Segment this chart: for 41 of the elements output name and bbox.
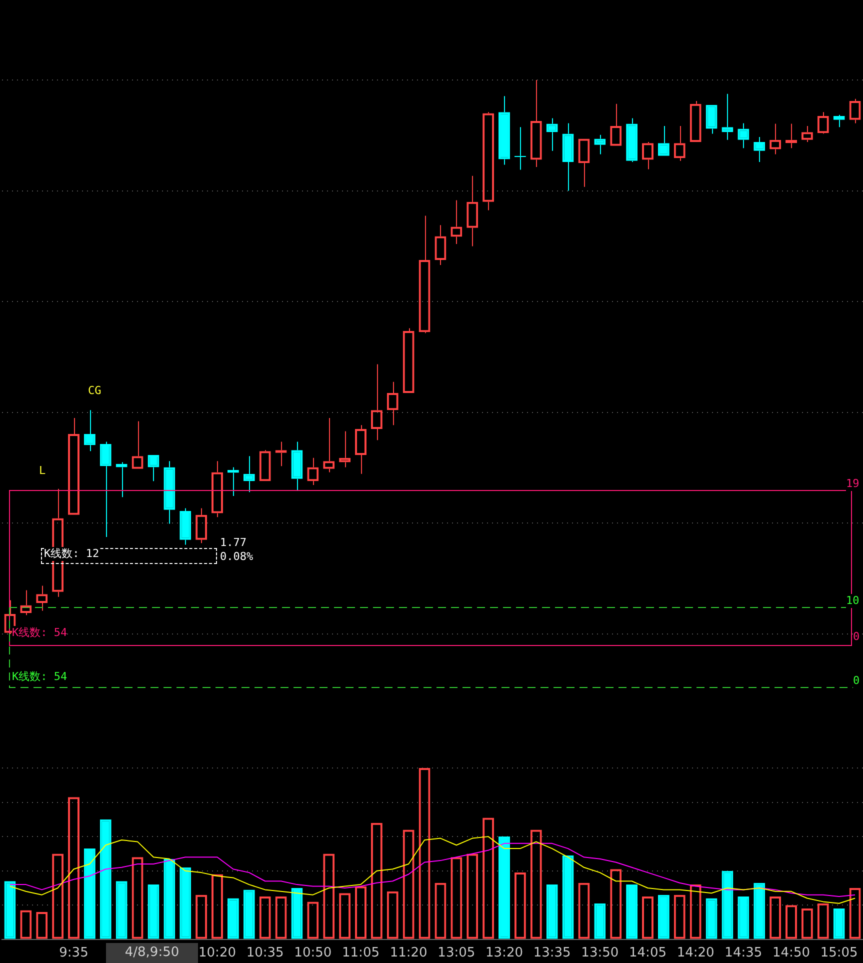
- candlestick: [291, 441, 303, 490]
- candlestick: [180, 508, 192, 546]
- text: 4/8,9:50: [106, 943, 198, 963]
- x-tick-label: 13:35: [533, 946, 571, 961]
- candlestick: [754, 136, 766, 162]
- candlestick: [100, 441, 112, 538]
- candlestick: [243, 456, 255, 493]
- candlestick: [722, 93, 734, 140]
- x-tick-label: 10:35: [246, 946, 284, 961]
- candlestick: [738, 122, 750, 149]
- candlestick: [562, 122, 574, 192]
- annotation: CG: [88, 384, 102, 398]
- annotation: 19: [846, 477, 860, 491]
- annotation: K线数: 54: [12, 626, 68, 640]
- x-tick-label: 13:05: [438, 946, 476, 961]
- annotation: K线数: 12: [44, 547, 100, 561]
- candlestick: [626, 118, 638, 162]
- x-tick-label: 9:35: [59, 946, 88, 961]
- x-tick-label: 10:50: [294, 946, 332, 961]
- annotation: 0.08%: [220, 550, 254, 564]
- annotation: 10: [846, 594, 860, 608]
- annotation: L: [39, 464, 46, 478]
- annotation: 1.77: [220, 536, 246, 550]
- candlestick: [546, 118, 558, 152]
- candlestick: [594, 134, 606, 155]
- x-tick-label: 10:20: [198, 946, 236, 961]
- x-tick-label: 14:05: [629, 946, 666, 961]
- x-tick-label: 15:05: [820, 946, 858, 961]
- x-tick-label: 13:50: [581, 946, 619, 961]
- text: 0: [853, 674, 860, 688]
- candlestick: [164, 460, 176, 524]
- x-tick-label: 14:35: [724, 946, 762, 961]
- x-tick-label: 13:20: [486, 946, 523, 961]
- x-tick-label: 14:20: [676, 946, 714, 961]
- candlestick: [498, 96, 510, 166]
- x-tick-label: 11:20: [390, 946, 428, 961]
- x-tick-label: 11:05: [342, 946, 380, 961]
- candlestick: [706, 104, 718, 134]
- x-tick-label: 14:50: [772, 946, 810, 961]
- annotation: 0: [853, 630, 860, 644]
- text: K线数: 54: [12, 670, 68, 684]
